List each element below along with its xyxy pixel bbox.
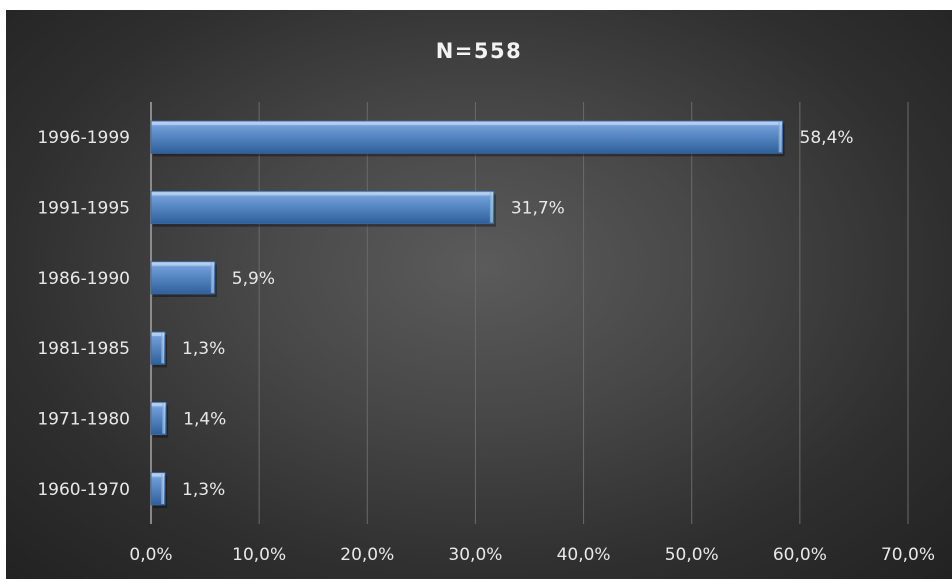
bar-chart: N=558 0,0% 10,0% 20,0% 30,0% 40,0% 50,0% 60,0%…: [37, 39, 935, 565]
bar-end-bevel: [162, 403, 166, 434]
x-tick-label: 0,0%: [129, 545, 172, 565]
data-label: 31,7%: [511, 199, 565, 219]
bar-group: [150, 190, 496, 227]
bar-highlight: [152, 121, 782, 125]
category-label: 1981-1985: [37, 339, 130, 359]
labels: 0,0% 10,0% 20,0% 30,0% 40,0% 50,0% 60,0% 70,0% 1…: [37, 128, 935, 565]
chart-title: N=558: [436, 39, 523, 63]
x-tick-label: 60,0%: [773, 545, 827, 565]
bar-end-bevel: [778, 121, 782, 153]
data-label: 58,4%: [800, 128, 854, 148]
gridlines: [150, 102, 909, 524]
bars: [150, 120, 785, 509]
bar: [150, 190, 495, 225]
category-label: 1991-1995: [37, 199, 130, 219]
bar-highlight: [152, 192, 493, 196]
bar: [150, 120, 783, 154]
bar-end-bevel: [161, 332, 165, 364]
x-tick-label: 70,0%: [881, 545, 935, 565]
data-label: 1,3%: [182, 480, 225, 500]
bar-end-bevel: [210, 262, 214, 294]
data-label: 1,4%: [183, 410, 226, 430]
bar-end-bevel: [489, 192, 493, 223]
bar-group: [150, 331, 168, 368]
bar-group: [150, 261, 217, 298]
category-label: 1996-1999: [37, 128, 130, 148]
bar-highlight: [152, 332, 165, 336]
data-label: 1,3%: [182, 339, 225, 359]
bar-highlight: [152, 473, 165, 477]
x-tick-label: 40,0%: [557, 545, 611, 565]
bar-highlight: [152, 262, 214, 266]
category-label: 1971-1980: [37, 410, 130, 430]
bar-end-bevel: [161, 473, 165, 505]
x-tick-label: 50,0%: [665, 545, 719, 565]
x-tick-label: 10,0%: [232, 545, 286, 565]
category-label: 1986-1990: [37, 269, 130, 289]
bar-highlight: [152, 403, 166, 407]
bar-group: [150, 401, 169, 438]
bar: [150, 261, 216, 295]
bar-group: [150, 120, 785, 157]
bar-group: [150, 472, 168, 509]
data-label: 5,9%: [232, 269, 275, 289]
x-tick-label: 20,0%: [340, 545, 394, 565]
x-tick-label: 30,0%: [448, 545, 502, 565]
chart-area: N=558 0,0% 10,0% 20,0% 30,0% 40,0% 50,0% 60,0%…: [6, 10, 952, 579]
category-label: 1960-1970: [37, 480, 130, 500]
